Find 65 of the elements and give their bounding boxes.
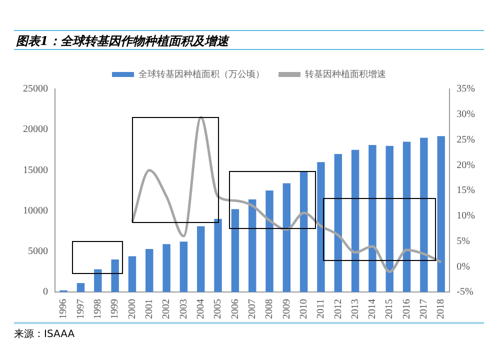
x-tick-label: 2006 xyxy=(230,299,241,319)
bar xyxy=(351,150,360,292)
bar xyxy=(214,218,222,292)
bar xyxy=(386,146,394,292)
bar xyxy=(180,242,188,292)
bar xyxy=(146,248,154,292)
x-tick-label: 2001 xyxy=(144,299,156,319)
bar xyxy=(300,172,308,292)
x-tick-label: 2003 xyxy=(178,299,190,319)
source-note: 来源：ISAAA xyxy=(14,322,484,341)
x-tick-label: 2000 xyxy=(126,299,138,319)
bar xyxy=(334,154,342,292)
x-tick-label: 2014 xyxy=(367,299,378,319)
y2-tick-label: 35% xyxy=(456,84,476,95)
legend-label: 全球转基因种植面积（万公顷） xyxy=(138,68,264,80)
x-tick-label: 1997 xyxy=(75,299,86,319)
x-tick-label: 1996 xyxy=(58,299,70,319)
x-tick-label: 2012 xyxy=(332,299,344,319)
y2-tick-label: 5% xyxy=(456,236,470,247)
y2-tick-label: 20% xyxy=(456,160,476,171)
bar xyxy=(266,190,274,292)
bar xyxy=(437,136,445,292)
y-tick-label: 10000 xyxy=(23,205,48,216)
x-tick-label: 2002 xyxy=(161,299,172,319)
y2-tick-label: 0% xyxy=(456,261,470,272)
y2-tick-label: 15% xyxy=(456,185,476,196)
line-series xyxy=(130,116,442,273)
x-tick-label: 2007 xyxy=(246,299,258,319)
x-tick-label: 2005 xyxy=(212,299,224,319)
bar xyxy=(420,138,428,292)
x-tick-label: 2017 xyxy=(418,299,430,319)
bar xyxy=(111,260,119,292)
x-tick-label: 2004 xyxy=(195,299,206,319)
bar xyxy=(231,209,240,292)
bar xyxy=(317,162,325,292)
bar xyxy=(196,226,205,292)
x-tick-label: 2011 xyxy=(316,299,327,319)
y-tick-label: 15000 xyxy=(23,164,48,176)
x-tick-label: 2015 xyxy=(384,299,396,319)
y2-tick-label: 30% xyxy=(456,109,476,120)
bar xyxy=(162,244,170,292)
y-tick-label: 5000 xyxy=(28,246,48,258)
y2-tick-label: -5% xyxy=(456,286,474,298)
x-tick-label: 2016 xyxy=(401,299,412,319)
bar xyxy=(368,145,376,292)
bar xyxy=(402,142,411,292)
x-tick-label: 2018 xyxy=(436,299,447,319)
bar xyxy=(128,256,136,292)
x-tick-label: 2013 xyxy=(350,299,361,319)
x-tick-label: 2010 xyxy=(298,299,310,319)
x-tick-label: 2008 xyxy=(264,299,276,319)
bar xyxy=(76,283,85,292)
x-tick-label: 1999 xyxy=(110,299,121,319)
chart-title: 图表1：全球转基因作物种植面积及增速 xyxy=(14,30,484,50)
x-tick-label: 2009 xyxy=(281,299,292,319)
bar xyxy=(94,269,102,292)
bar xyxy=(282,183,291,292)
y2-tick-label: 10% xyxy=(456,210,476,222)
legend-label: 转基因种植面积增速 xyxy=(305,68,386,80)
x-tick-label: 1998 xyxy=(92,299,104,319)
bar xyxy=(248,199,256,292)
y-tick-label: 20000 xyxy=(23,124,48,136)
y-tick-label: 25000 xyxy=(23,84,48,95)
y-tick-label: 0 xyxy=(43,286,48,298)
y2-tick-label: 25% xyxy=(456,134,476,146)
